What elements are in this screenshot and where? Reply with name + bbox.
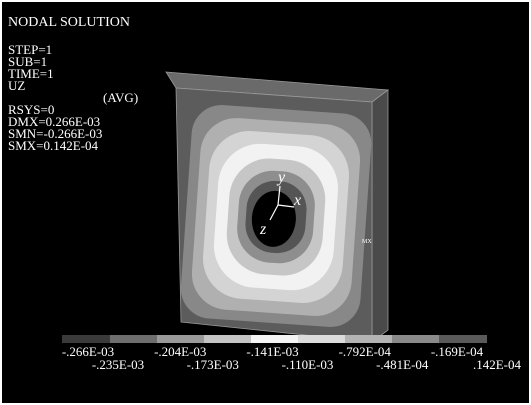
legend-bar (62, 335, 487, 343)
mx-label: MX (362, 239, 372, 245)
legend-swatch (298, 335, 345, 343)
plate: y x z MX (166, 72, 388, 342)
legend-swatch (204, 335, 251, 343)
legend-swatch (110, 335, 157, 343)
legend-swatch (251, 335, 298, 343)
legend-label: .142E-04 (473, 357, 522, 372)
legend-label: -.173E-03 (187, 357, 239, 372)
triad-label: x (293, 192, 301, 209)
info-line: SMX=0.142E-04 (8, 138, 99, 153)
title: NODAL SOLUTION (8, 15, 130, 30)
legend-swatch (345, 335, 392, 343)
avg-label: (AVG) (103, 90, 138, 105)
triad-label: y (276, 169, 286, 186)
legend-swatch (62, 335, 110, 343)
legend-swatch (157, 335, 204, 343)
info-line: UZ (8, 78, 25, 93)
triad-label: z (259, 221, 267, 238)
legend-label: -.110E-03 (282, 357, 334, 372)
legend-swatch (392, 335, 439, 343)
screen: NODAL SOLUTION STEP=1SUB=1TIME=1UZRSYS=0… (0, 0, 531, 405)
plate-side (372, 90, 388, 342)
legend-swatch (439, 335, 487, 343)
legend-label: -.235E-03 (92, 357, 144, 372)
legend-label: -.481E-04 (376, 357, 429, 372)
